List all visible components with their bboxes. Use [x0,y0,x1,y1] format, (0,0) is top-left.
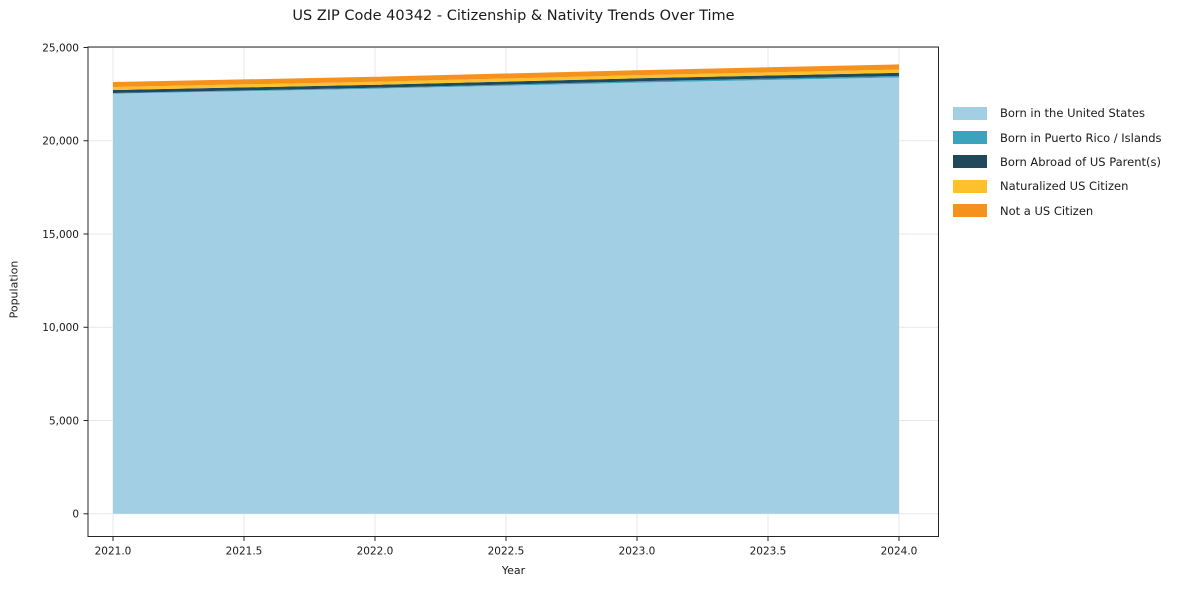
legend-label: Born in the United States [1000,106,1145,121]
legend-label: Born in Puerto Rico / Islands [1000,130,1162,145]
area-series-0 [113,77,899,514]
legend-label: Naturalized US Citizen [1000,179,1129,194]
legend-item: Born in Puerto Rico / Islands [953,125,1162,149]
y-tick-label: 10,000 [42,322,79,334]
y-tick-label: 15,000 [42,229,79,241]
legend-swatch [953,155,987,169]
x-tick-label: 2023.5 [750,546,787,558]
area-series-4 [113,64,899,87]
legend-swatch [953,204,987,218]
x-tick-label: 2022.0 [357,546,394,558]
x-tick-label: 2021.0 [95,546,132,558]
legend-item: Naturalized US Citizen [953,174,1162,198]
x-axis-label: Year [501,564,526,577]
y-axis-label: Population [7,260,21,319]
legend-swatch [953,179,987,193]
y-tick-label: 5,000 [49,415,79,427]
legend-swatch [953,131,987,145]
legend: Born in the United States Born in Puerto … [953,101,1162,223]
chart-title: US ZIP Code 40342 - Citizenship & Nativi… [292,8,735,24]
x-tick-label: 2023.0 [619,546,656,558]
x-tick-label: 2024.0 [881,546,918,558]
x-tick-label: 2021.5 [226,546,263,558]
area-series-1 [113,75,899,94]
plot-frame [87,46,939,537]
legend-item: Born in the United States [953,101,1162,125]
x-tick-label: 2022.5 [488,546,525,558]
legend-item: Not a US Citizen [953,199,1162,223]
area-series-3 [113,69,899,90]
legend-label: Not a US Citizen [1000,203,1094,218]
area-series-2 [113,72,899,93]
y-tick-label: 25,000 [42,42,79,54]
y-tick-label: 20,000 [42,136,79,148]
legend-item: Born Abroad of US Parent(s) [953,150,1162,174]
legend-swatch [953,106,987,120]
legend-label: Born Abroad of US Parent(s) [1000,154,1161,169]
y-tick-label: 0 [72,509,79,521]
